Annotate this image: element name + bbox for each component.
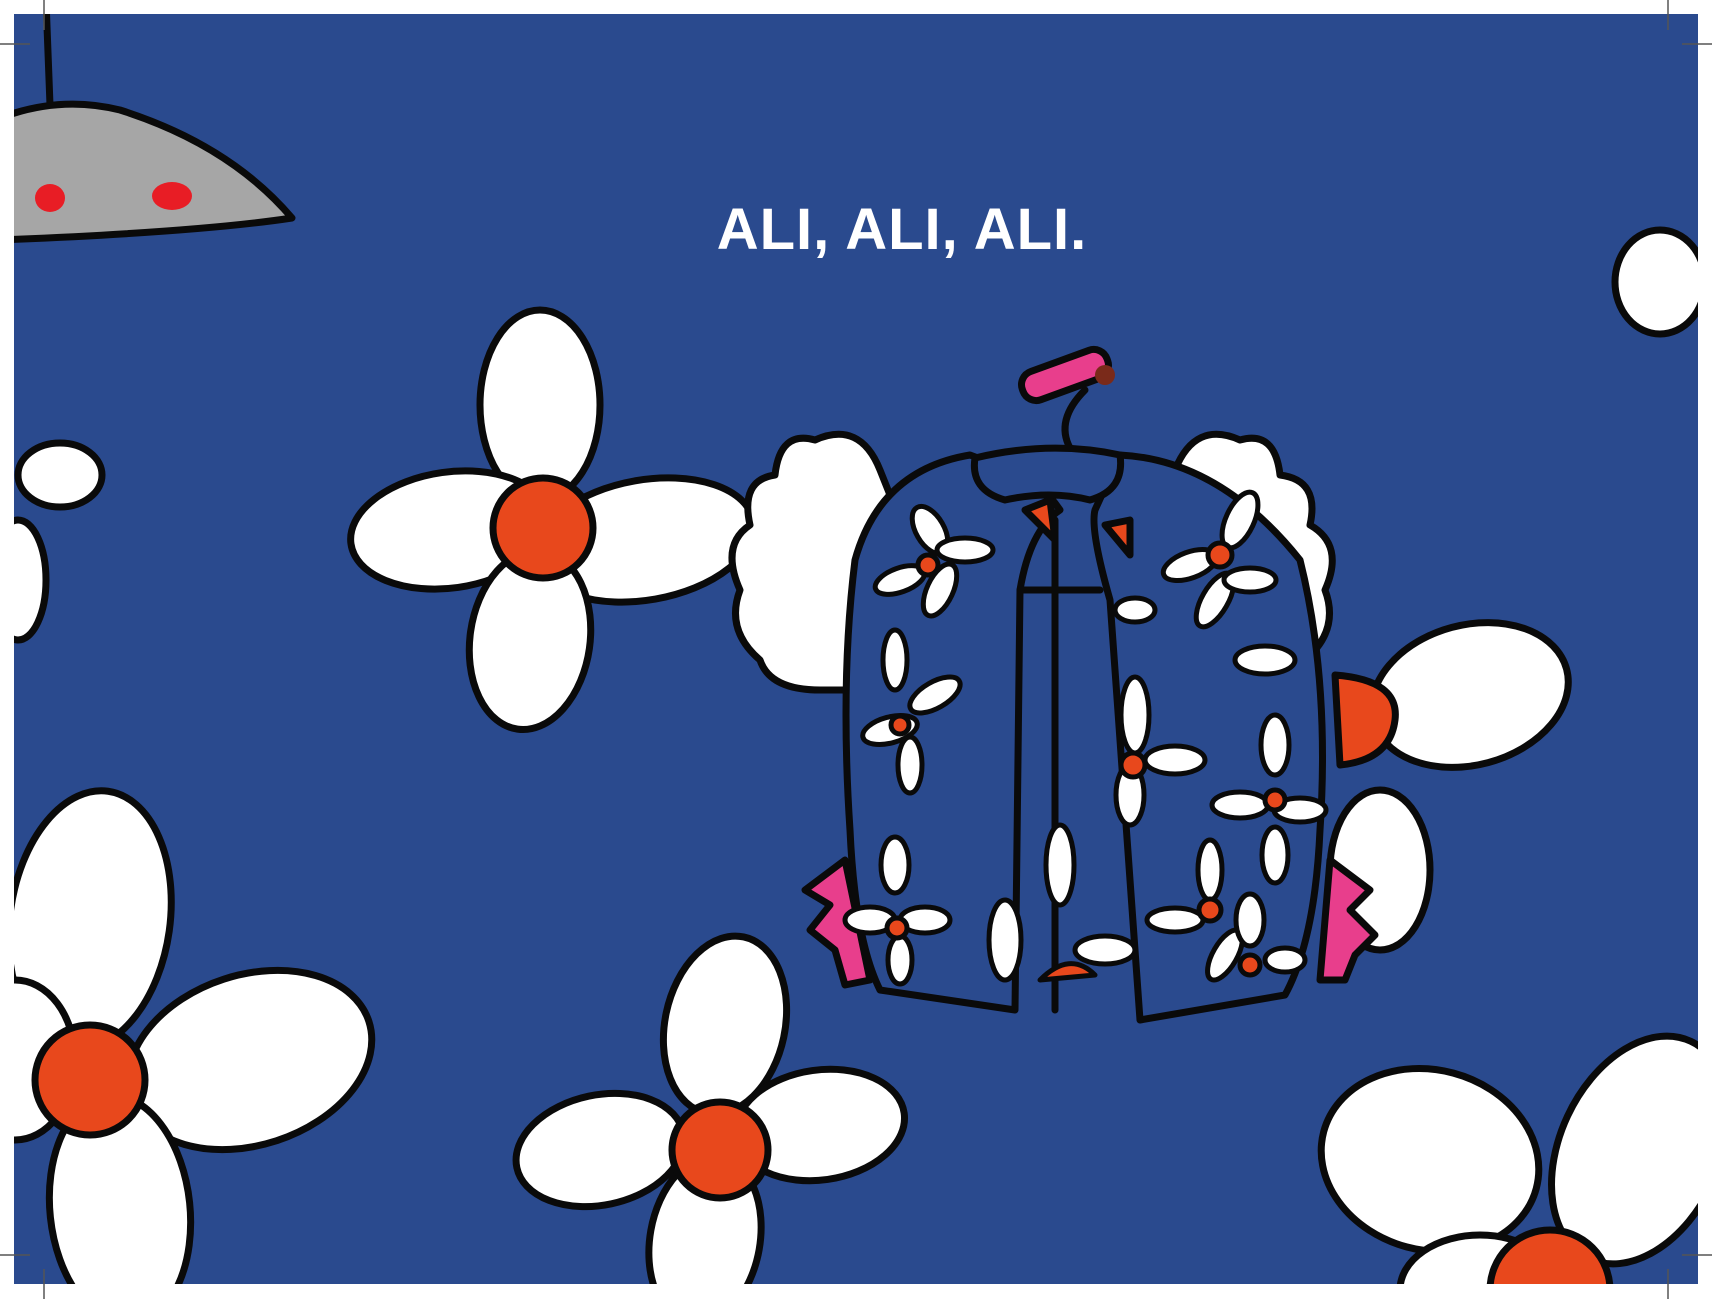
coat-illustration: [728, 345, 1572, 1024]
lamp-light-right: [152, 182, 192, 210]
hanger-hook: [1018, 345, 1112, 405]
ceiling-lamp: [14, 14, 296, 243]
flower-bottom-right: [1317, 1032, 1698, 1284]
flower-right-edge: [1611, 226, 1698, 338]
ruffle-left: [801, 856, 874, 989]
flower-top: [347, 306, 758, 734]
coat-flower-pattern: [842, 489, 1329, 987]
lamp-light-left: [35, 184, 65, 212]
ruffle-right: [1316, 856, 1379, 984]
flower-bottom-left: [14, 787, 376, 1284]
page-headline: ALI, ALI, ALI.: [716, 197, 1088, 262]
coat-collar: [970, 444, 1125, 504]
flower-bottom-middle: [512, 932, 909, 1284]
flower-left-edge: [14, 439, 106, 644]
